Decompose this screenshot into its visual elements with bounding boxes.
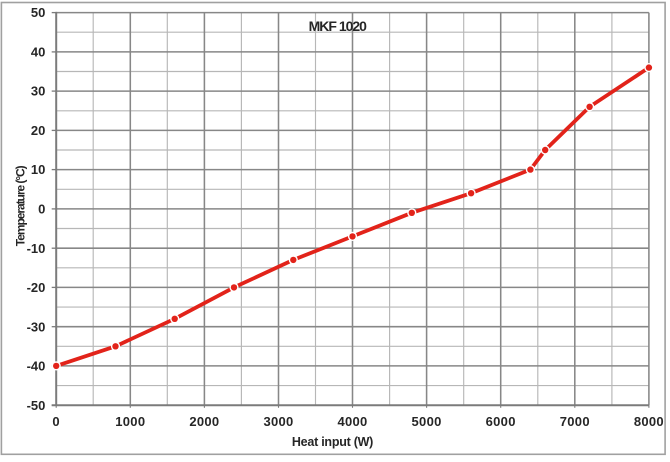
- svg-text:50: 50: [31, 5, 45, 20]
- svg-text:-50: -50: [27, 398, 46, 413]
- svg-text:0: 0: [38, 202, 45, 217]
- svg-text:0: 0: [52, 414, 60, 429]
- svg-text:2000: 2000: [189, 414, 219, 429]
- svg-text:Heat input (W): Heat input (W): [292, 435, 373, 449]
- svg-text:1000: 1000: [115, 414, 145, 429]
- svg-text:Temperature (°C): Temperature (°C): [14, 165, 28, 246]
- svg-text:5000: 5000: [412, 414, 442, 429]
- svg-text:-20: -20: [27, 280, 46, 295]
- svg-text:10: 10: [31, 162, 45, 177]
- svg-text:20: 20: [31, 123, 45, 138]
- svg-text:6000: 6000: [486, 414, 516, 429]
- svg-text:40: 40: [31, 45, 45, 60]
- svg-text:3000: 3000: [263, 414, 293, 429]
- svg-text:30: 30: [31, 84, 45, 99]
- svg-text:-10: -10: [27, 241, 46, 256]
- svg-text:MKF 1020: MKF 1020: [309, 18, 368, 34]
- svg-text:-30: -30: [27, 319, 46, 334]
- svg-text:8000: 8000: [634, 414, 664, 429]
- svg-text:4000: 4000: [337, 414, 367, 429]
- svg-text:-40: -40: [27, 359, 46, 374]
- svg-text:7000: 7000: [560, 414, 590, 429]
